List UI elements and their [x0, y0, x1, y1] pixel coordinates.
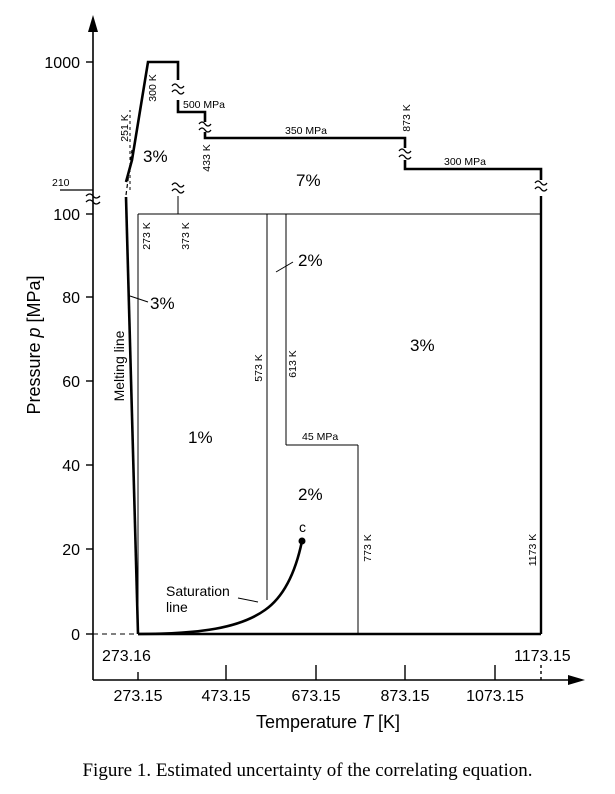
saturation-label-1: Saturation	[166, 583, 230, 599]
y-axis-arrow	[88, 15, 98, 32]
region-right-label: 3%	[410, 336, 435, 355]
label-350mpa: 350 MPa	[285, 125, 327, 137]
critical-point	[298, 537, 306, 545]
label-373k: 373 K	[180, 222, 192, 249]
label-573k: 573 K	[253, 354, 265, 381]
x-tick-label-1073.15: 1073.15	[466, 688, 524, 705]
melting-line-label: Melting line	[111, 330, 127, 401]
label-45mpa: 45 MPa	[302, 431, 338, 443]
y-axis-title: Pressure p [MPa]	[24, 275, 44, 414]
y-axis-break	[85, 193, 101, 205]
x-special-label-273.16: 273.16	[102, 648, 151, 665]
label-773k: 773 K	[362, 534, 374, 561]
label-433k: 433 K	[201, 144, 213, 171]
region-center2-label: 2%	[298, 485, 323, 504]
region-center-label: 1%	[188, 428, 213, 447]
region-left-small-label: 3%	[150, 294, 175, 313]
outer-boundary	[124, 60, 543, 636]
y-ticks	[86, 61, 93, 635]
label-1173k: 1173 K	[527, 534, 539, 567]
x-special-label-1173.15: 1173.15	[514, 648, 571, 665]
label-613k: 613 K	[287, 350, 299, 377]
y-tick-label-100: 100	[53, 207, 80, 224]
x-tick-label-473.15: 473.15	[202, 688, 251, 705]
saturation-curve	[137, 540, 304, 636]
label-273k: 273 K	[141, 222, 153, 249]
label-873k: 873 K	[401, 104, 413, 131]
y-tick-label-1000: 1000	[44, 55, 80, 72]
region-upper-mid-label: 7%	[296, 171, 321, 190]
label-251k: 251 K	[119, 114, 131, 141]
melting-dashed	[125, 149, 133, 196]
y-tick-label-60: 60	[62, 374, 80, 391]
y-tick-label-0: 0	[71, 627, 80, 644]
region-upper-left-label: 3%	[143, 147, 168, 166]
x-tick-label-873.15: 873.15	[381, 688, 430, 705]
x-ticks	[137, 665, 542, 680]
y-tick-label-80: 80	[62, 290, 80, 307]
critical-label: c	[299, 519, 306, 535]
region-mid-small-label: 2%	[298, 251, 323, 270]
y-tick-label-20: 20	[62, 542, 80, 559]
x-tick-label-673.15: 673.15	[292, 688, 341, 705]
label-300mpa: 300 MPa	[444, 156, 486, 168]
x-tick-label-273.15: 273.15	[114, 688, 163, 705]
x-axis-arrow	[568, 675, 585, 685]
label-300k: 300 K	[147, 74, 159, 101]
boundary-breaks	[171, 83, 548, 194]
y-tick-label-40: 40	[62, 458, 80, 475]
label-500mpa: 500 MPa	[183, 99, 225, 111]
saturation-label-2: line	[166, 599, 188, 615]
x-axis-title: Temperature T [K]	[256, 712, 400, 732]
figure-caption: Figure 1. Estimated uncertainty of the c…	[82, 760, 533, 781]
region-lines	[93, 110, 541, 635]
y-tick-label-210: 210	[52, 177, 70, 189]
